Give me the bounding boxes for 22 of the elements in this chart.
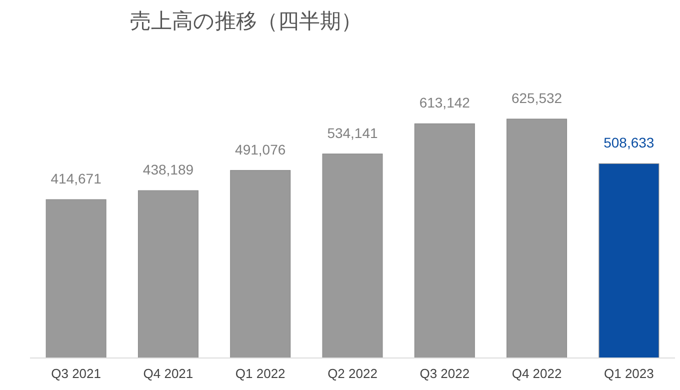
- data-label: 625,532: [511, 90, 562, 106]
- bar: [138, 190, 198, 358]
- x-tick-label: Q3 2021: [51, 366, 102, 381]
- x-tick-label: Q4 2021: [143, 366, 194, 381]
- chart-title: 売上高の推移（四半期）: [130, 10, 362, 33]
- bar: [506, 118, 568, 358]
- data-label: 508,633: [604, 134, 654, 151]
- x-tick-label: Q4 2022: [512, 366, 562, 381]
- data-label: 534,141: [327, 124, 378, 141]
- data-label: 613,142: [419, 94, 470, 111]
- data-label: 491,076: [235, 141, 286, 158]
- x-tick-label: Q1 2023: [604, 366, 654, 381]
- data-label: 414,671: [50, 170, 102, 187]
- x-tick-label: Q3 2022: [420, 366, 470, 381]
- data-label: 438,189: [142, 162, 194, 178]
- bar: [414, 123, 475, 358]
- bar: [322, 154, 383, 358]
- bar: [230, 170, 291, 358]
- bar: [46, 199, 106, 358]
- x-tick-label: Q1 2022: [235, 366, 286, 381]
- x-tick-label: Q2 2022: [328, 366, 378, 381]
- bar: [598, 163, 660, 358]
